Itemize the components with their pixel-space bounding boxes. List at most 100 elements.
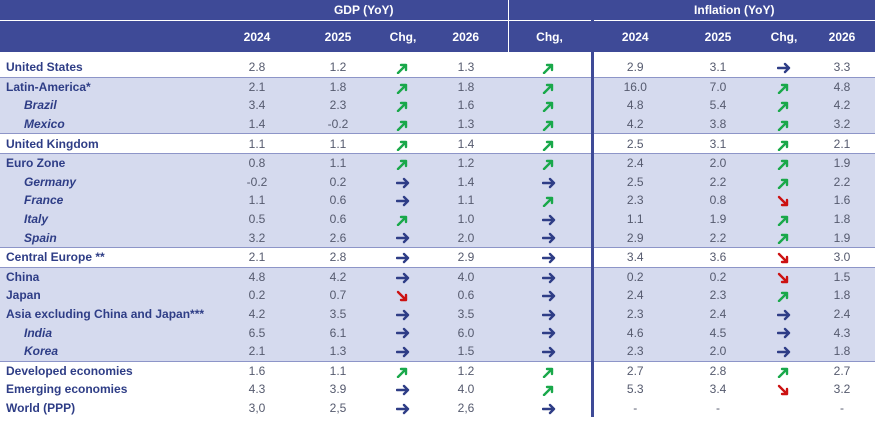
gdp-2024-value: 3,0 <box>248 400 266 415</box>
gdp-change-2-cell <box>508 96 592 115</box>
gdp-change-2-cell <box>508 76 592 97</box>
gdp-2024-value: 4.3 <box>248 382 266 397</box>
table-row: France 1.1 0.6 1.1 2.3 0.8 1.6 <box>0 191 875 210</box>
arrow-up-icon <box>396 83 408 94</box>
col-gdp-chg-2: Chg, <box>507 20 592 52</box>
gdp-change-1-cell <box>382 304 424 324</box>
inflation-2025-value: 3.6 <box>677 246 759 268</box>
inflation-2024-value: 2.3 <box>590 191 677 210</box>
table-row: Brazil 3.4 2.3 1.6 4.8 5.4 4.2 <box>0 96 875 115</box>
inflation-2025-value: 2.0 <box>677 341 759 361</box>
gdp-change-1-cell <box>382 228 424 248</box>
row-label: India <box>0 323 220 342</box>
inflation-2026-value: 1.8 <box>809 286 875 305</box>
arrow-up-icon <box>396 63 408 75</box>
inflation-2024-value: 2.9 <box>590 58 677 78</box>
arrow-up-icon <box>543 120 554 131</box>
inflation-2024-value: - <box>590 398 677 418</box>
gdp-change-1-cell <box>382 96 424 115</box>
row-label: Japan <box>0 286 220 305</box>
inflation-2026-value: 1.6 <box>809 191 875 210</box>
gdp-change-2-cell <box>508 191 592 210</box>
gdp-2024-value: -0.2 <box>220 172 294 192</box>
gdp-change-2-cell <box>508 286 592 305</box>
inflation-2024-value: 4.8 <box>590 96 677 115</box>
gdp-2026-value: 1.5 <box>424 341 508 361</box>
arrow-down-icon <box>777 385 789 396</box>
inflation-change-cell <box>759 172 809 192</box>
gdp-change-2-cell <box>508 58 592 77</box>
inflation-2025-value: 0.2 <box>677 266 759 287</box>
arrow-flat-icon <box>542 177 556 188</box>
gdp-2024-value: 0.2 <box>220 286 294 305</box>
arrow-up-icon <box>777 120 789 131</box>
inflation-2024-value: 2.5 <box>590 133 677 154</box>
inflation-2025-value: - <box>716 400 720 415</box>
gdp-change-2-cell <box>508 341 592 361</box>
arrow-up-icon <box>543 102 554 113</box>
gdp-2024-value: 3.4 <box>220 96 294 115</box>
inflation-2026-value: 2.7 <box>809 360 875 381</box>
gdp-2025-value: 1.8 <box>294 76 382 97</box>
inflation-2024-value: 16.0 <box>590 76 677 97</box>
row-label: Emerging economies <box>6 382 128 397</box>
arrow-up-icon <box>396 159 408 171</box>
gdp-2026-value: 0.6 <box>424 286 508 305</box>
gdp-2025-value: 1.1 <box>294 133 382 154</box>
inflation-2025-value: 3.4 <box>709 382 727 397</box>
gdp-2026-value: 2,6 <box>457 400 475 415</box>
col-inf-2025: 2025 <box>677 20 759 52</box>
arrow-flat-icon <box>396 196 410 207</box>
arrow-up-icon <box>777 215 789 226</box>
inflation-change-cell <box>759 286 809 305</box>
arrow-up-icon <box>543 197 554 208</box>
arrow-up-icon <box>777 234 789 245</box>
inflation-change-cell <box>759 152 809 173</box>
inflation-change-cell <box>759 304 809 324</box>
gdp-change-1-cell <box>382 209 424 229</box>
arrow-flat-icon <box>396 252 410 264</box>
arrow-up-icon <box>543 140 554 151</box>
table-row: Korea 2.1 1.3 1.5 2.3 2.0 1.8 <box>0 341 875 361</box>
table-row: Central Europe ** 2.1 2.8 2.9 3.4 3.6 3.0 <box>0 246 875 268</box>
gdp-2024-value: 4.2 <box>220 304 294 324</box>
gdp-change-1-cell <box>382 58 424 77</box>
row-label: Brazil <box>0 96 220 115</box>
inflation-2026-value: 1.9 <box>809 228 875 248</box>
inflation-change-cell <box>759 228 809 248</box>
arrow-up-icon <box>543 63 554 75</box>
inflation-2026-value: 1.9 <box>809 152 875 173</box>
gdp-2025-value: 3.5 <box>294 304 382 324</box>
inflation-2025-value: 2.8 <box>677 360 759 381</box>
row-label: Asia excluding China and Japan*** <box>0 304 220 324</box>
inflation-2026-value: 1.5 <box>809 266 875 287</box>
inflation-2026-value: 3.3 <box>833 60 851 75</box>
inflation-2025-value: 3.8 <box>677 114 759 134</box>
arrow-flat-icon <box>396 403 410 415</box>
row-label: Italy <box>0 209 220 229</box>
inflation-2024-value: 2.3 <box>590 304 677 324</box>
arrow-flat-icon <box>542 252 556 264</box>
inflation-2025-value: 2.2 <box>677 172 759 192</box>
arrow-flat-icon <box>542 233 556 244</box>
table-row: Italy 0.5 0.6 1.0 1.1 1.9 1.8 <box>0 209 875 229</box>
gdp-2026-value: 1.2 <box>424 152 508 173</box>
arrow-flat-icon <box>542 403 556 415</box>
gdp-change-1-cell <box>382 266 424 287</box>
gdp-change-1-cell <box>382 114 424 134</box>
arrow-up-icon <box>777 292 789 303</box>
gdp-change-2-cell <box>508 360 592 381</box>
gdp-2026-value: 4.0 <box>424 266 508 287</box>
gdp-2024-value: 0.8 <box>220 152 294 173</box>
gdp-change-2-cell <box>508 209 592 229</box>
col-inf-2026: 2026 <box>809 20 875 52</box>
arrow-flat-icon <box>542 309 556 321</box>
gdp-2024-value: 1.1 <box>220 133 294 154</box>
gdp-2025-value: 4.2 <box>294 266 382 287</box>
row-label: Central Europe ** <box>0 246 220 268</box>
gdp-change-1-cell <box>382 323 424 342</box>
gdp-2025-value: 2,5 <box>329 400 347 415</box>
table-row: Mexico 1.4 -0.2 1.3 4.2 3.8 3.2 <box>0 114 875 134</box>
inflation-change-cell <box>759 133 809 154</box>
table-row: World (PPP) 3,0 2,5 2,6 - - - <box>0 398 875 418</box>
